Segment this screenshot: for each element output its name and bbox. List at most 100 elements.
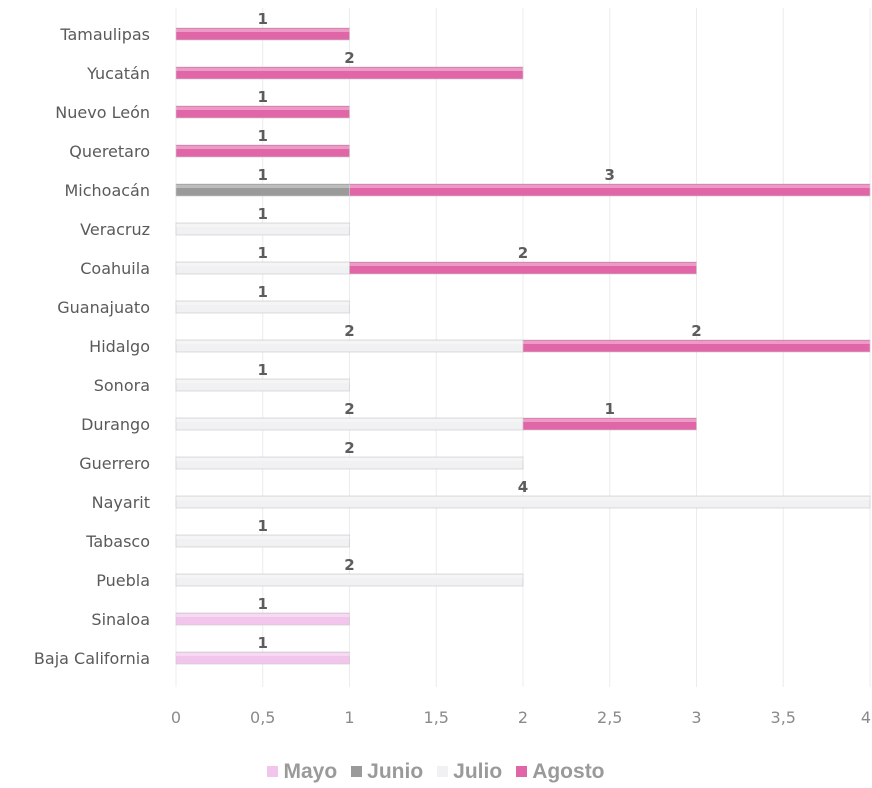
legend-swatch xyxy=(516,766,528,777)
category-label: Durango xyxy=(81,415,150,434)
bar-julio xyxy=(175,300,350,314)
category-label: Sinaloa xyxy=(91,610,150,629)
category-labels: Tamaulipas Yucatán Nuevo León Queretaro Mich… xyxy=(34,25,150,668)
category-label: Coahuila xyxy=(80,259,150,278)
data-label: 1 xyxy=(258,127,268,145)
bar-highlight xyxy=(176,614,350,617)
category-label: Sonora xyxy=(94,376,150,395)
bar-highlight xyxy=(176,107,350,110)
bar-mayo xyxy=(175,651,350,665)
legend-item-junio: Junio xyxy=(351,760,423,784)
bar-highlight xyxy=(176,497,870,500)
bar-highlight xyxy=(176,575,523,578)
x-tick-label: 1 xyxy=(344,708,354,727)
x-tick-label: 0 xyxy=(171,708,181,727)
data-label: 4 xyxy=(518,478,528,496)
data-labels: 1 2 1 1 1 3 1 1 2 1 2 2 1 2 1 2 4 1 2 1 1 xyxy=(258,10,702,652)
data-label: 2 xyxy=(691,322,701,340)
bar-agosto xyxy=(522,417,697,431)
bar-highlight xyxy=(176,185,350,188)
x-tick-label: 3,5 xyxy=(771,708,796,727)
data-label: 2 xyxy=(344,556,354,574)
bar-highlight xyxy=(176,302,350,305)
x-tick-label: 3 xyxy=(691,708,701,727)
data-label: 2 xyxy=(344,322,354,340)
data-label: 1 xyxy=(258,10,268,28)
bar-highlight xyxy=(176,536,350,539)
bar-julio xyxy=(175,573,524,587)
bar-julio xyxy=(175,495,871,509)
data-label: 1 xyxy=(258,244,268,262)
bar-highlight xyxy=(176,263,350,266)
category-label: Queretaro xyxy=(69,142,150,161)
x-tick-labels: 0 0,5 1 1,5 2 2,5 3 3,5 4 xyxy=(171,708,871,727)
bar-agosto xyxy=(349,261,697,275)
bar-highlight xyxy=(176,146,350,149)
data-label: 1 xyxy=(258,88,268,106)
bar-highlight xyxy=(176,68,523,71)
data-label: 1 xyxy=(258,517,268,535)
legend-label: Mayo xyxy=(283,760,338,783)
bars xyxy=(175,27,871,665)
data-label: 1 xyxy=(258,166,268,184)
bar-highlight xyxy=(523,419,697,422)
x-tick-label: 2 xyxy=(518,708,528,727)
category-label: Guanajuato xyxy=(57,298,150,317)
category-label: Yucatán xyxy=(86,64,150,83)
data-label: 2 xyxy=(344,439,354,457)
bar-highlight xyxy=(176,419,523,422)
data-label: 1 xyxy=(258,283,268,301)
data-label: 3 xyxy=(605,166,615,184)
category-label: Nuevo León xyxy=(55,103,150,122)
x-tick-label: 2,5 xyxy=(597,708,622,727)
data-label: 2 xyxy=(518,244,528,262)
category-label: Tamaulipas xyxy=(59,25,150,44)
data-label: 2 xyxy=(344,49,354,67)
data-label: 1 xyxy=(258,361,268,379)
legend-swatch xyxy=(351,766,363,777)
legend-label: Agosto xyxy=(532,760,605,783)
bar-agosto xyxy=(175,144,350,158)
category-label: Puebla xyxy=(96,571,150,590)
bar-julio xyxy=(175,534,350,548)
legend-label: Julio xyxy=(453,760,503,783)
data-label: 1 xyxy=(258,595,268,613)
bar-mayo xyxy=(175,612,350,626)
bar-highlight xyxy=(523,341,870,344)
bar-agosto xyxy=(349,183,871,197)
bar-agosto xyxy=(175,105,350,119)
category-label: Tabasco xyxy=(85,532,150,551)
x-tick-label: 1,5 xyxy=(424,708,449,727)
data-label: 1 xyxy=(605,400,615,418)
chart: Tamaulipas Yucatán Nuevo León Queretaro Mich… xyxy=(34,8,871,727)
bar-highlight xyxy=(176,380,350,383)
bar-highlight xyxy=(176,29,350,32)
bar-agosto xyxy=(175,66,524,80)
data-label: 1 xyxy=(258,205,268,223)
category-label: Nayarit xyxy=(92,493,150,512)
bar-julio xyxy=(175,222,350,236)
bar-agosto xyxy=(522,339,871,353)
legend-item-mayo: Mayo xyxy=(267,760,337,784)
category-label: Michoacán xyxy=(64,181,150,200)
data-label: 2 xyxy=(344,400,354,418)
bar-highlight xyxy=(176,653,350,656)
legend-label: Junio xyxy=(367,760,424,783)
bar-highlight xyxy=(349,185,870,188)
legend-swatch xyxy=(267,766,279,777)
bar-highlight xyxy=(176,458,523,461)
bar-highlight xyxy=(176,341,523,344)
legend: Mayo Junio Julio Agosto xyxy=(0,760,872,784)
category-label: Guerrero xyxy=(79,454,150,473)
x-tick-label: 4 xyxy=(861,708,871,727)
bar-julio xyxy=(175,378,350,392)
bar-julio xyxy=(175,456,524,470)
bar-highlight xyxy=(176,224,350,227)
legend-item-agosto: Agosto xyxy=(516,760,605,784)
bar-highlight xyxy=(349,263,697,266)
x-tick-label: 0,5 xyxy=(250,708,275,727)
data-label: 1 xyxy=(258,634,268,652)
category-label: Hidalgo xyxy=(89,337,150,356)
category-label: Veracruz xyxy=(80,220,150,239)
bar-agosto xyxy=(175,27,350,41)
